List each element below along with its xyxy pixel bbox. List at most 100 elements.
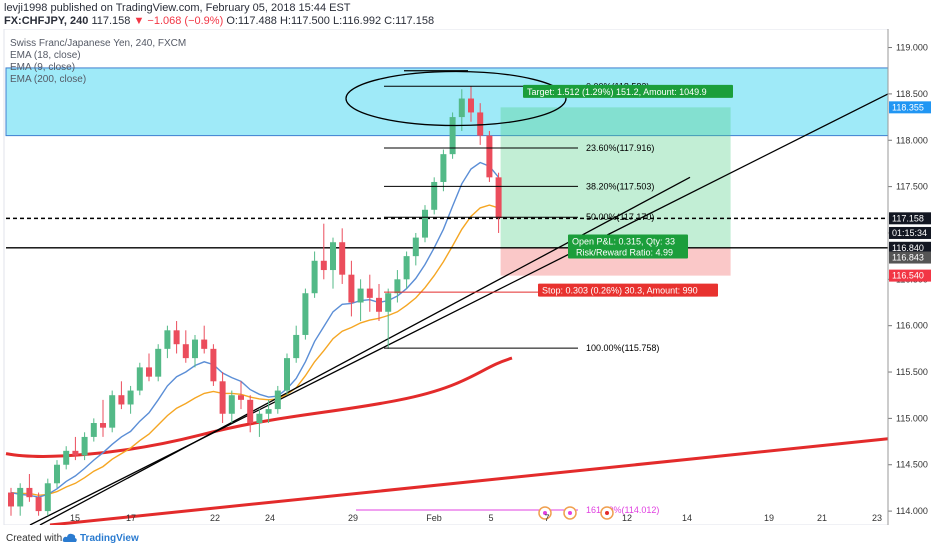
- high-value: H:117.500: [279, 15, 330, 27]
- chart-legend: Swiss Franc/Japanese Yen, 240, FXCM EMA …: [10, 38, 186, 86]
- price-tag-bg: [889, 212, 931, 225]
- candle-body: [192, 339, 198, 359]
- candle-body: [477, 112, 484, 136]
- ema9-line: [10, 161, 500, 498]
- price-tag-bg: [889, 241, 931, 254]
- x-tick-label: 7: [544, 513, 549, 523]
- x-tick-label: 14: [682, 513, 692, 523]
- symbol-ohlc-line: FX:CHFJPY, 240 117.158 ▼ −1.068 (−0.9%) …: [4, 15, 434, 27]
- x-tick-label: Feb: [426, 513, 442, 523]
- x-tick-label: 5: [488, 513, 493, 523]
- candle-body: [394, 279, 401, 294]
- candle-body: [320, 260, 327, 271]
- candle-body: [385, 293, 392, 312]
- symbol-label[interactable]: FX:CHFJPY, 240: [4, 15, 89, 27]
- price-tag: 116.843: [892, 253, 924, 263]
- y-tick-label: 118.000: [896, 135, 928, 145]
- created-with-label: Created with: [6, 533, 63, 544]
- price-tag-bg: [889, 226, 931, 239]
- price-tag: 116.840: [892, 243, 924, 253]
- candle-body: [357, 288, 364, 303]
- legend-ema9[interactable]: EMA (9, close): [10, 62, 76, 73]
- red-trendline: [49, 437, 889, 525]
- candle-body: [458, 98, 465, 118]
- candle-body: [155, 348, 162, 377]
- supply-zone-rect: [5, 67, 889, 137]
- candle-body: [256, 413, 263, 424]
- pnl-label-1: Open P&L: 0.315, Qty: 33: [572, 236, 675, 246]
- y-tick-label: 117.500: [896, 182, 928, 192]
- candle-body: [468, 98, 474, 113]
- candle-body: [54, 464, 60, 484]
- price-tag-bg: [889, 269, 931, 282]
- open-value: O:117.488: [226, 15, 277, 27]
- candle-body: [403, 256, 410, 280]
- y-tick-label: 115.000: [896, 413, 928, 423]
- price-chart[interactable]: 0.00%(118.582)23.60%(117.916)38.20%(117.…: [0, 29, 932, 525]
- candle-body: [348, 274, 355, 303]
- ema18-line: [10, 204, 499, 497]
- candle-body: [35, 497, 42, 512]
- fib-level-label: 100.00%(115.758): [586, 343, 659, 353]
- trendline-1: [29, 93, 889, 525]
- candle-body: [449, 117, 456, 155]
- down-arrow-icon: ▼: [133, 15, 145, 27]
- legend-ema200[interactable]: EMA (200, close): [10, 74, 87, 85]
- candle-body: [17, 487, 24, 507]
- candle-body: [44, 483, 51, 512]
- candle-body: [265, 409, 272, 414]
- candle-body: [127, 390, 134, 405]
- pnl-label-2: Risk/Reward Ratio: 4.99: [576, 247, 673, 257]
- y-tick-label: 115.500: [896, 367, 928, 377]
- stop-label-group: Stop: 0.303 (0.26%) 30.3, Amount: 990: [538, 283, 718, 297]
- candle-body: [422, 209, 428, 238]
- x-tick-label: 12: [622, 513, 632, 523]
- publisher-line: levji1998 published on TradingView.com, …: [4, 2, 351, 14]
- candle-body: [495, 177, 502, 219]
- legend-ema18[interactable]: EMA (18, close): [10, 50, 81, 61]
- price-tag-bg: [889, 251, 931, 264]
- price-tag: 116.540: [892, 271, 924, 281]
- candle-body: [412, 237, 419, 257]
- last-price: 117.158: [91, 15, 131, 27]
- event-marker-dot: [605, 510, 609, 515]
- y-tick-label: 116.000: [896, 321, 928, 331]
- candle-body: [376, 297, 382, 312]
- candle-body: [8, 492, 14, 507]
- price-tag: 01:15:34: [892, 228, 927, 238]
- candle-body: [118, 395, 125, 405]
- price-change: −1.068 (−0.9%): [147, 15, 224, 27]
- y-tick-label: 118.500: [896, 89, 928, 99]
- price-tag-bg: [889, 101, 931, 114]
- candle-body: [366, 288, 373, 298]
- tradingview-cloud-icon: [62, 533, 77, 542]
- highlight-ellipse: [345, 70, 567, 127]
- tradingview-brand[interactable]: TradingView: [80, 533, 139, 544]
- candle-body: [182, 344, 189, 359]
- candle-body: [72, 450, 79, 456]
- candle-body: [146, 367, 152, 377]
- fib-level-label: 161.80%(114.012): [586, 505, 659, 515]
- candle-body: [339, 242, 346, 275]
- x-tick-label: 23: [872, 513, 882, 523]
- candle-body: [486, 135, 493, 178]
- fib-level-label: 23.60%(117.916): [586, 143, 654, 153]
- candle-body: [201, 339, 208, 349]
- candle-body: [431, 181, 438, 210]
- x-tick-label: 24: [265, 513, 275, 523]
- candle-body: [440, 154, 447, 182]
- candle-body: [100, 423, 106, 428]
- close-value: C:117.158: [384, 15, 435, 27]
- candle-body: [164, 330, 171, 349]
- candle-body: [109, 395, 116, 428]
- y-tick-label: 114.500: [896, 460, 928, 470]
- x-tick-label: 22: [210, 513, 220, 523]
- candle-body: [63, 450, 70, 465]
- target-box: [500, 107, 731, 248]
- candle-body: [302, 293, 309, 335]
- x-tick-label: 29: [348, 513, 358, 523]
- candle-body: [136, 367, 143, 391]
- event-marker-dot: [568, 510, 572, 515]
- candle-body: [219, 381, 226, 414]
